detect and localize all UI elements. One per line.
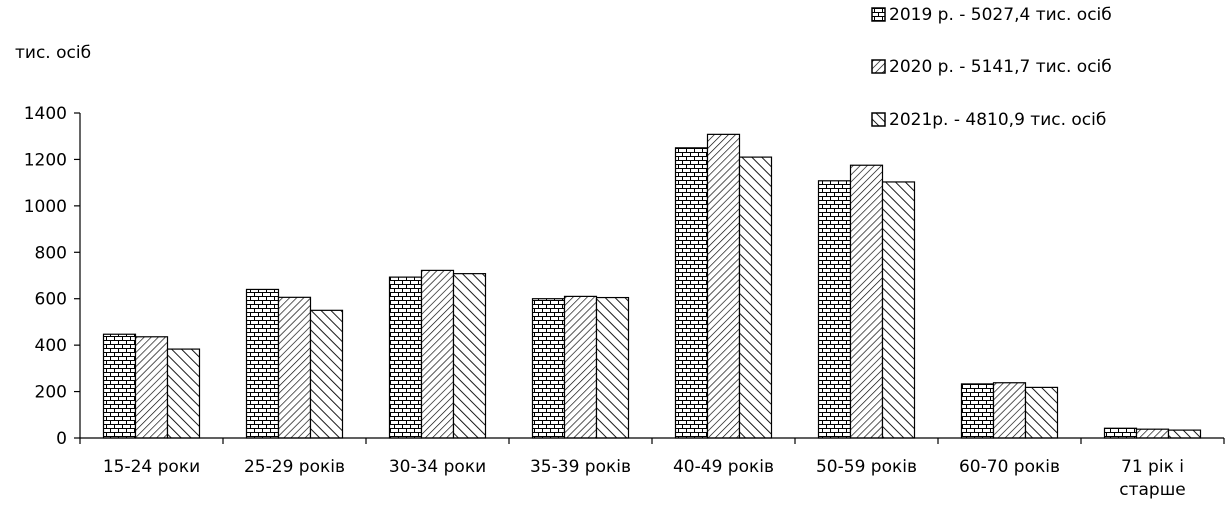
y-tick-label: 1000 [24,197,67,217]
bar [881,181,916,439]
bar [420,269,455,439]
y-tick-label: 1200 [24,150,67,170]
bar [992,382,1027,439]
bar [1167,429,1202,439]
bar [452,273,487,439]
y-tick-label: 600 [35,290,67,310]
y-tick-label: 200 [35,383,67,403]
bars [102,133,1202,439]
y-tick-label: 800 [35,243,67,263]
bar [309,309,344,439]
legend-swatch [871,7,886,22]
x-tick-label: 35-39 років [530,457,631,477]
legend-label: 2020 р. - 5141,7 тис. осіб [889,57,1112,77]
bar [738,156,773,439]
x-tick-label: 25-29 років [244,457,345,477]
bar [1024,386,1059,439]
y-tick-label: 0 [56,429,67,449]
x-tick-label: 15-24 роки [103,457,200,477]
y-tick-label: 1400 [24,104,67,124]
x-tick-label: 40-49 років [673,457,774,477]
legend: 2019 р. - 5027,4 тис. осіб 2020 р. - 5141… [871,5,1112,130]
bar [388,276,423,439]
bar [102,333,137,439]
legend-swatch [871,112,886,127]
legend-label: 2019 р. - 5027,4 тис. осіб [889,5,1112,25]
bar [817,180,852,439]
x-tick-label: 71 рік і [1121,457,1184,477]
bar [960,383,995,439]
x-tick-label: 50-59 років [816,457,917,477]
x-tick-label: старше [1119,480,1185,500]
bar [563,295,598,439]
y-axis-label: тис. осіб [15,43,91,63]
y-tick-label: 400 [35,336,67,356]
x-axis: 15-24 роки 25-29 років 30-34 роки 35-39 рок… [103,457,1186,500]
bar [849,164,884,439]
bar [595,296,630,439]
bar [706,133,741,439]
bar [531,298,566,439]
bar [245,288,280,439]
y-axis: 0 200 400 600 800 1000 1200 1400 [24,104,1225,449]
x-tick-label: 60-70 років [959,457,1060,477]
bar [1135,428,1170,439]
legend-label: 2021р. - 4810,9 тис. осіб [889,110,1106,130]
legend-swatch [871,59,886,74]
bar [277,296,312,439]
x-tick-label: 30-34 роки [389,457,486,477]
bar [166,348,201,439]
bar [674,147,709,439]
bar [134,336,169,439]
bar [1103,427,1138,439]
